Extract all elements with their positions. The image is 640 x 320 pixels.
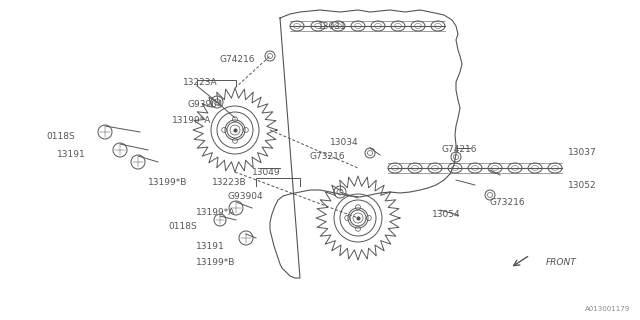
Text: 13034: 13034 <box>330 138 358 147</box>
Text: G93904: G93904 <box>188 100 223 109</box>
Text: 0118S: 0118S <box>168 222 196 231</box>
Text: 13223B: 13223B <box>212 178 246 187</box>
Text: 13223A: 13223A <box>183 78 218 87</box>
Text: 13049: 13049 <box>252 168 280 177</box>
Text: 13191: 13191 <box>196 242 225 251</box>
Text: 13031: 13031 <box>318 22 347 31</box>
Text: G74216: G74216 <box>219 55 255 64</box>
Text: FRONT: FRONT <box>546 258 577 267</box>
Text: 13037: 13037 <box>568 148 596 157</box>
Text: 0118S: 0118S <box>46 132 75 141</box>
Text: 13199*B: 13199*B <box>148 178 188 187</box>
Text: A013001179: A013001179 <box>585 306 630 312</box>
Text: G93904: G93904 <box>227 192 262 201</box>
Text: 13199*B: 13199*B <box>196 258 236 267</box>
Text: 13191: 13191 <box>57 150 86 159</box>
Text: 13054: 13054 <box>432 210 461 219</box>
Text: G73216: G73216 <box>310 152 346 161</box>
Text: G74216: G74216 <box>442 145 477 154</box>
Text: 13052: 13052 <box>568 181 596 190</box>
Text: 13199*A: 13199*A <box>172 116 211 125</box>
Text: G73216: G73216 <box>490 198 525 207</box>
Text: 13199*A: 13199*A <box>196 208 236 217</box>
